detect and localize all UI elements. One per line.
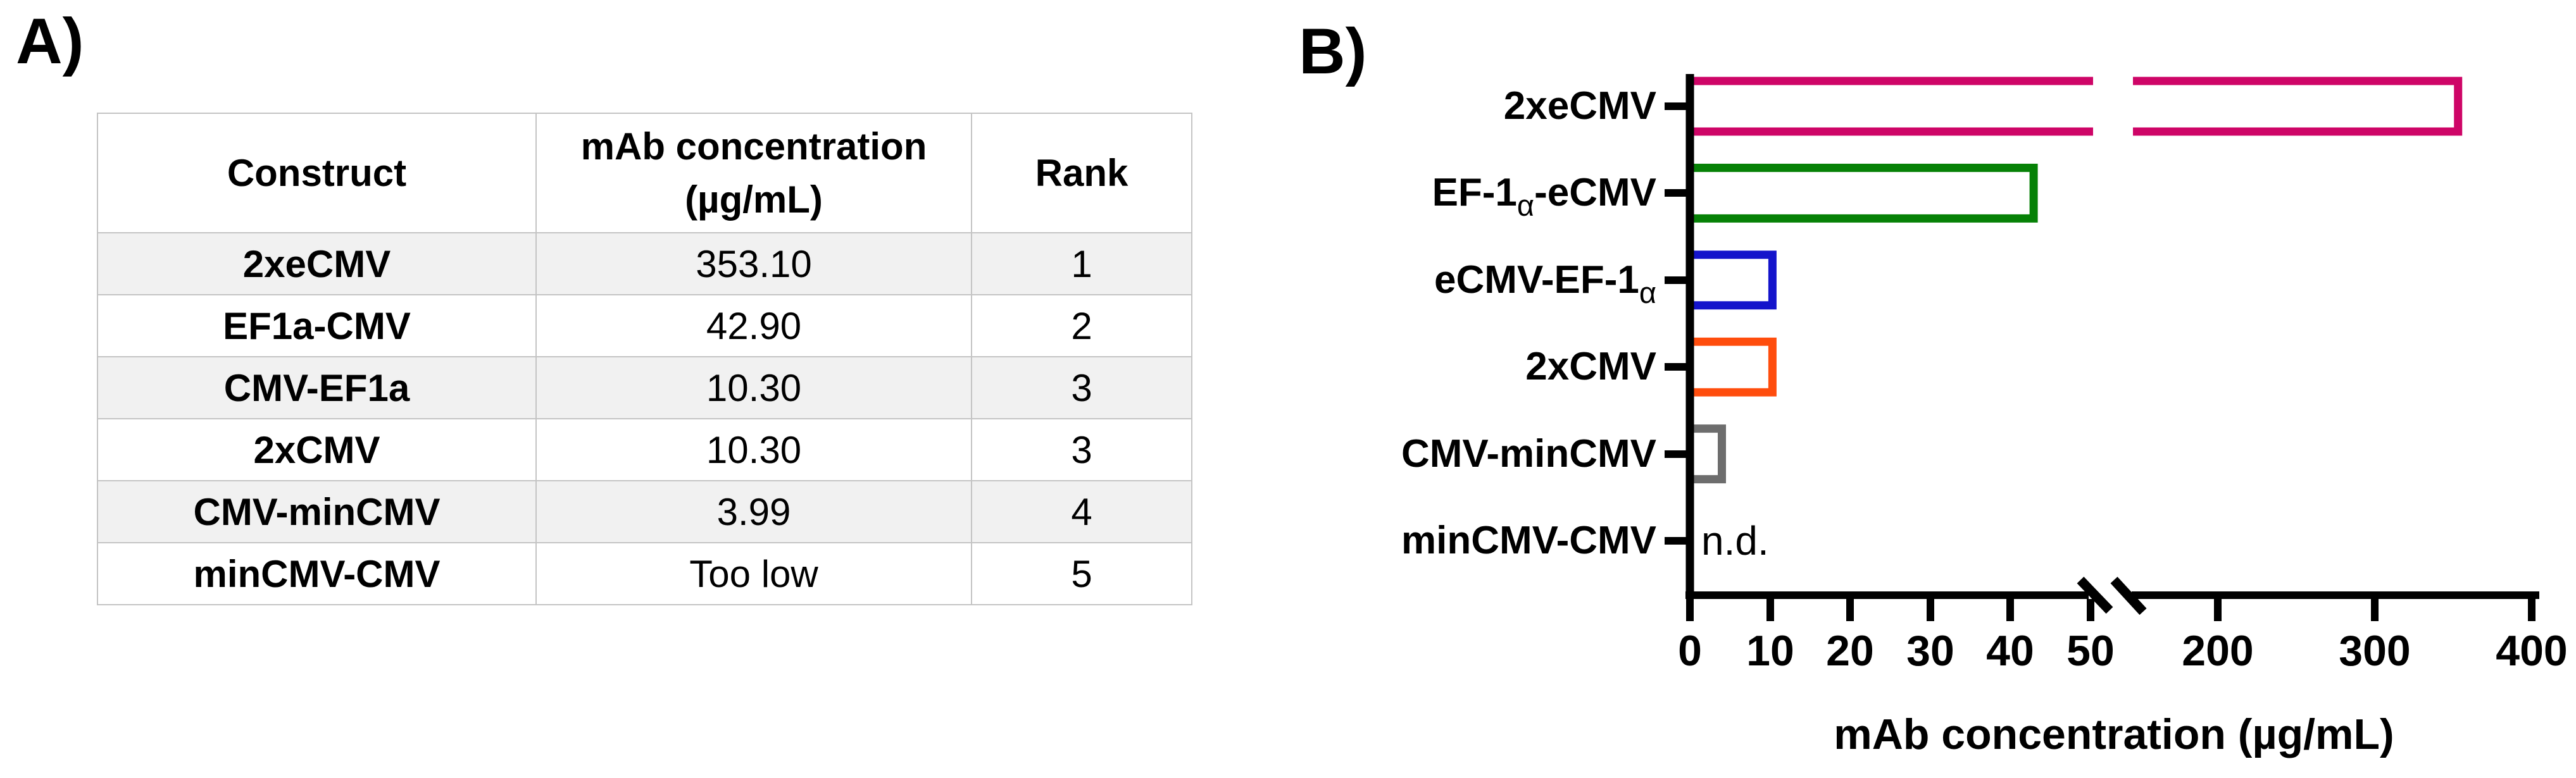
x-axis-title: mAb concentration (µg/mL) xyxy=(1834,710,2394,758)
cell-construct: 2xeCMV xyxy=(97,232,537,295)
category-label-text: 2xeCMV xyxy=(1503,84,1656,128)
header-concentration: mAb concentration (µg/mL) xyxy=(535,113,972,233)
x-tick-label: 40 xyxy=(1986,627,2034,675)
table-row: CMV-minCMV 3.99 4 xyxy=(97,480,1192,543)
panel-a-label: A) xyxy=(16,5,84,77)
cell-rank: 5 xyxy=(971,542,1192,605)
bar-segment-3 xyxy=(1685,337,1777,397)
cell-concentration: 3.99 xyxy=(535,480,972,543)
x-tick-label: 300 xyxy=(2339,627,2410,675)
cell-construct: CMV-minCMV xyxy=(97,480,537,543)
category-label-2xCMV: 2xCMV xyxy=(1525,338,1656,396)
cell-rank: 4 xyxy=(971,480,1192,543)
cell-rank: 2 xyxy=(971,294,1192,357)
bar-segment-0 xyxy=(1685,77,2463,136)
cell-concentration: 353.10 xyxy=(535,232,972,295)
category-label-text: minCMV-CMV xyxy=(1401,519,1656,562)
category-label-text: 2xCMV xyxy=(1525,345,1656,388)
table-row: 2xeCMV 353.10 1 xyxy=(97,232,1192,295)
header-concentration-line2: (µg/mL) xyxy=(685,178,823,221)
x-tick-label: 20 xyxy=(1826,627,1874,675)
cell-rank: 1 xyxy=(971,232,1192,295)
cell-concentration: 10.30 xyxy=(535,418,972,481)
cell-rank: 3 xyxy=(971,356,1192,419)
category-label-text: -eCMV xyxy=(1534,171,1656,214)
x-tick-label: 400 xyxy=(2496,627,2567,675)
category-label-text: CMV-minCMV xyxy=(1401,432,1656,476)
x-tick-label: 10 xyxy=(1746,627,1794,675)
nd-annotation: n.d. xyxy=(1701,518,1769,564)
x-tick-label: 30 xyxy=(1906,627,1954,675)
cell-construct: CMV-EF1a xyxy=(97,356,537,419)
cell-construct: minCMV-CMV xyxy=(97,542,537,605)
category-label-text: eCMV-EF-1 xyxy=(1434,258,1639,302)
category-label-eCMV-EF-1a: eCMV-EF-1α xyxy=(1434,251,1656,309)
bars-layer xyxy=(1685,77,2463,484)
x-tick-label: 200 xyxy=(2182,627,2253,675)
category-label-text: EF-1 xyxy=(1432,171,1517,214)
header-rank: Rank xyxy=(971,113,1192,233)
table-row: CMV-EF1a 10.30 3 xyxy=(97,356,1192,419)
table-row: EF1a-CMV 42.90 2 xyxy=(97,294,1192,357)
x-tick-label: 50 xyxy=(2066,627,2115,675)
panel-b-label: B) xyxy=(1299,15,1367,87)
category-label-CMV-minCMV: CMV-minCMV xyxy=(1401,425,1656,483)
x-tick-label: 0 xyxy=(1678,627,1702,675)
table-row: 2xCMV 10.30 3 xyxy=(97,418,1192,481)
cell-rank: 3 xyxy=(971,418,1192,481)
category-label-EF-1a-eCMV: EF-1α-eCMV xyxy=(1432,164,1656,222)
alpha-subscript: α xyxy=(1639,276,1656,309)
category-label-2xeCMV: 2xeCMV xyxy=(1504,77,1656,135)
category-label-minCMV-CMV: minCMV-CMV xyxy=(1401,512,1656,570)
results-table: Construct mAb concentration (µg/mL) Rank… xyxy=(97,113,1192,605)
header-concentration-line1: mAb concentration xyxy=(580,125,927,168)
cell-construct: 2xCMV xyxy=(97,418,537,481)
alpha-subscript: α xyxy=(1516,188,1535,222)
bar-segment-1 xyxy=(1685,163,2038,223)
table-header-row: Construct mAb concentration (µg/mL) Rank xyxy=(97,113,1192,233)
cell-construct: EF1a-CMV xyxy=(97,294,537,357)
header-construct: Construct xyxy=(97,113,537,233)
cell-concentration: 10.30 xyxy=(535,356,972,419)
axis-break-slash-2 xyxy=(2110,576,2147,615)
bar-segment-2 xyxy=(1685,250,1777,310)
cell-concentration: Too low xyxy=(535,542,972,605)
table-row: minCMV-CMV Too low 5 xyxy=(97,542,1192,605)
cell-concentration: 42.90 xyxy=(535,294,972,357)
axis-break-slash-1 xyxy=(2077,576,2113,614)
bar-segment-4 xyxy=(1685,424,1726,484)
